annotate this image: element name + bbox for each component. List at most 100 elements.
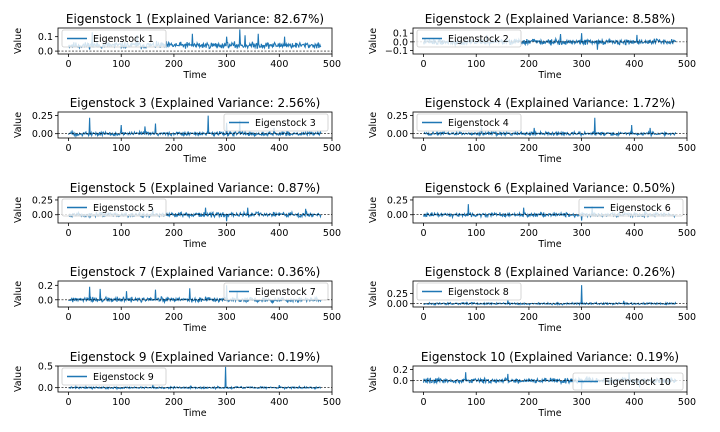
y-tick-label: 0.1	[393, 29, 408, 40]
x-axis-label: Time	[537, 408, 561, 419]
legend: Eigenstock 10	[572, 372, 684, 391]
x-tick-label: 100	[112, 59, 130, 70]
legend: Eigenstock 8	[416, 282, 522, 301]
x-tick-label: 200	[165, 59, 183, 70]
x-tick-label: 500	[323, 228, 341, 239]
panel-7: Eigenstock 7 (Explained Variance: 0.36%)…	[13, 265, 341, 334]
x-tick-label: 400	[270, 228, 288, 239]
x-tick-label: 0	[66, 59, 72, 70]
x-tick-label: 100	[112, 312, 130, 323]
legend-box	[578, 198, 684, 217]
panel-3: Eigenstock 3 (Explained Variance: 2.56%)…	[13, 96, 341, 165]
panel-1: Eigenstock 1 (Explained Variance: 82.67%…	[13, 12, 341, 81]
legend: Eigenstock 9	[61, 367, 167, 386]
y-tick-label: 0.00	[387, 210, 408, 221]
x-axis-label: Time	[182, 323, 206, 334]
panel-10: Eigenstock 10 (Explained Variance: 0.19%…	[368, 350, 696, 419]
x-tick-label: 200	[165, 228, 183, 239]
x-tick-label: 500	[678, 59, 696, 70]
x-tick-label: 100	[112, 228, 130, 239]
y-tick-label: 0.1	[38, 32, 53, 43]
axes-frame	[57, 196, 333, 224]
legend-label: Eigenstock 5	[93, 203, 154, 214]
legend: Eigenstock 5	[61, 198, 167, 217]
x-tick-label: 100	[467, 59, 485, 70]
legend: Eigenstock 6	[578, 198, 684, 217]
panel-title: Eigenstock 10 (Explained Variance: 0.19%…	[421, 350, 679, 364]
y-axis-label: Value	[13, 281, 24, 307]
x-tick-label: 300	[573, 59, 591, 70]
axes-frame	[57, 27, 333, 55]
x-tick-label: 300	[218, 312, 236, 323]
y-axis-label: Value	[13, 112, 24, 138]
x-tick-label: 400	[270, 312, 288, 323]
x-tick-label: 200	[520, 59, 538, 70]
y-tick-label: −0.1	[385, 46, 408, 57]
y-tick-label: 0.0	[393, 37, 408, 48]
x-tick-label: 100	[112, 143, 130, 154]
x-tick-label: 200	[520, 143, 538, 154]
y-tick-label: 0.25	[32, 111, 53, 122]
legend: Eigenstock 1	[61, 29, 167, 48]
legend-box	[416, 29, 522, 48]
y-tick-label: 0.00	[387, 129, 408, 140]
x-tick-label: 500	[323, 143, 341, 154]
x-tick-label: 0	[66, 143, 72, 154]
axes-frame	[57, 280, 333, 308]
y-tick-label: 0.0	[38, 47, 53, 58]
x-tick-label: 100	[467, 228, 485, 239]
panel-title: Eigenstock 6 (Explained Variance: 0.50%)	[425, 181, 676, 195]
x-tick-label: 500	[678, 143, 696, 154]
x-tick-label: 500	[678, 312, 696, 323]
legend-label: Eigenstock 7	[255, 287, 316, 298]
x-tick-label: 200	[165, 397, 183, 408]
y-tick-label: 0.0	[38, 295, 53, 306]
panel-title: Eigenstock 4 (Explained Variance: 1.72%)	[425, 96, 676, 110]
legend-label: Eigenstock 2	[448, 34, 509, 45]
panel-title: Eigenstock 5 (Explained Variance: 0.87%)	[70, 181, 321, 195]
x-tick-label: 400	[270, 397, 288, 408]
legend-box	[61, 29, 167, 48]
y-tick-label: 0.00	[32, 129, 53, 140]
y-tick-label: 0.5	[38, 362, 53, 373]
legend: Eigenstock 4	[416, 113, 522, 132]
y-axis-label: Value	[13, 28, 24, 54]
series-line	[68, 366, 322, 391]
x-axis-label: Time	[182, 408, 206, 419]
x-tick-label: 0	[66, 228, 72, 239]
x-tick-label: 500	[323, 59, 341, 70]
x-tick-label: 0	[421, 397, 427, 408]
panel-6: Eigenstock 6 (Explained Variance: 0.50%)…	[368, 181, 696, 250]
axes-frame	[412, 196, 688, 224]
y-axis-label: Value	[368, 112, 379, 138]
x-tick-label: 400	[625, 143, 643, 154]
legend: Eigenstock 2	[416, 29, 522, 48]
x-tick-label: 0	[66, 312, 72, 323]
legend-label: Eigenstock 10	[604, 377, 671, 388]
y-axis-label: Value	[368, 281, 379, 307]
legend-label: Eigenstock 8	[448, 287, 509, 298]
legend-box	[61, 367, 167, 386]
y-tick-label: 0.2	[38, 281, 53, 292]
x-tick-label: 0	[66, 397, 72, 408]
x-tick-label: 400	[625, 228, 643, 239]
x-axis-label: Time	[537, 70, 561, 81]
x-tick-label: 200	[520, 312, 538, 323]
x-tick-label: 200	[520, 397, 538, 408]
x-tick-label: 300	[573, 143, 591, 154]
x-tick-label: 0	[421, 59, 427, 70]
panel-2: Eigenstock 2 (Explained Variance: 8.58%)…	[368, 12, 696, 81]
axes-frame	[412, 280, 688, 308]
x-axis-label: Time	[537, 154, 561, 165]
x-axis-label: Time	[182, 154, 206, 165]
legend-box	[572, 372, 684, 391]
y-tick-label: 0.00	[32, 210, 53, 221]
x-tick-label: 300	[218, 228, 236, 239]
x-axis-label: Time	[182, 239, 206, 250]
legend: Eigenstock 3	[223, 113, 329, 132]
axes-frame	[412, 365, 688, 393]
y-tick-label: 0.25	[32, 195, 53, 206]
x-axis-label: Time	[182, 70, 206, 81]
panel-title: Eigenstock 8 (Explained Variance: 0.26%)	[425, 265, 676, 279]
legend-box	[223, 113, 329, 132]
